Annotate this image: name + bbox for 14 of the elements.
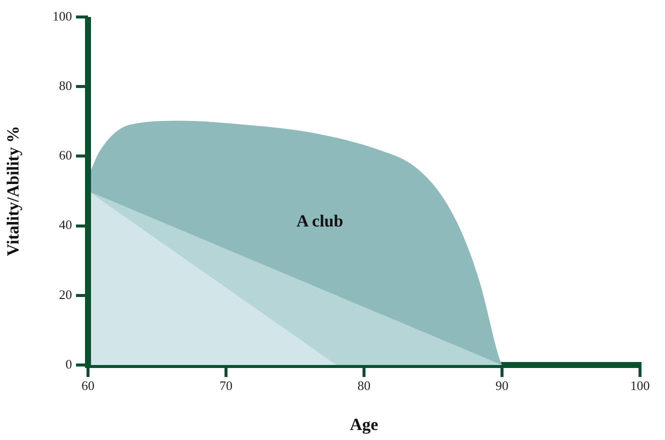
annotation: A club <box>296 212 344 231</box>
y-tick-label: 20 <box>59 286 72 302</box>
x-tick-label: 70 <box>220 378 232 394</box>
y-tick-label: 0 <box>66 356 72 372</box>
x-axis-title: Age <box>350 415 379 434</box>
y-axis-title: Vitality/Ability % <box>4 126 23 256</box>
y-tick-label: 80 <box>59 78 72 94</box>
y-tick-label: 100 <box>52 8 72 24</box>
x-tick-label: 100 <box>630 378 650 394</box>
x-tick-label: 90 <box>496 378 508 394</box>
x-tick-label: 60 <box>82 378 94 394</box>
x-tick-label: 80 <box>358 378 370 394</box>
y-tick-label: 40 <box>59 217 72 232</box>
y-tick-label: 60 <box>59 148 72 163</box>
